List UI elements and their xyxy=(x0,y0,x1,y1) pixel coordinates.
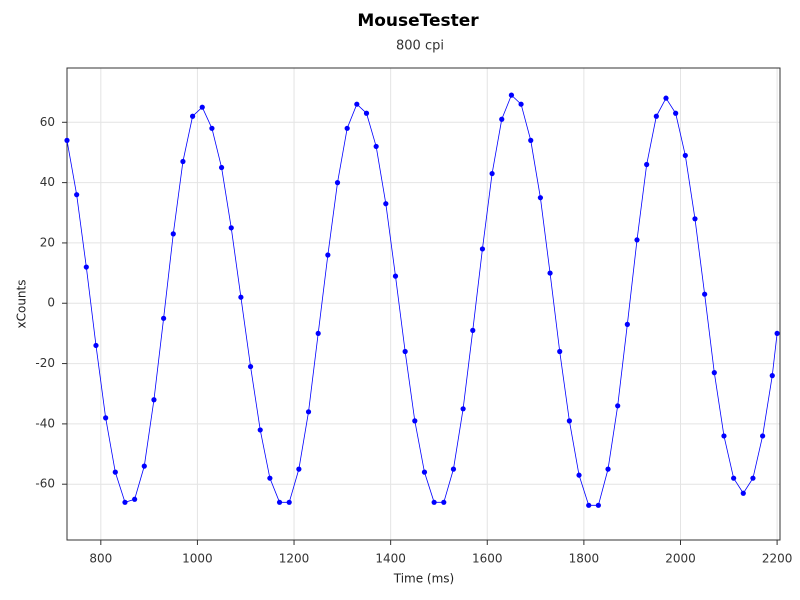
data-point xyxy=(615,403,621,409)
data-point xyxy=(141,463,147,469)
data-point xyxy=(276,499,283,505)
data-point xyxy=(83,264,89,270)
data-point xyxy=(576,472,582,478)
data-point xyxy=(682,152,688,159)
data-point xyxy=(644,161,650,168)
y-tick-label: 20 xyxy=(40,235,55,249)
data-point xyxy=(122,499,128,505)
data-point xyxy=(170,231,176,237)
data-point xyxy=(450,466,457,472)
data-point xyxy=(673,110,679,116)
data-point xyxy=(296,466,302,472)
x-tick-label: 1800 xyxy=(569,552,600,566)
data-point xyxy=(528,137,534,143)
x-tick-label: 2000 xyxy=(665,552,696,566)
data-point xyxy=(257,427,263,433)
data-point xyxy=(151,397,157,403)
y-axis-label: xCounts xyxy=(15,280,29,329)
x-tick-label: 1600 xyxy=(472,552,503,566)
data-point xyxy=(692,216,698,222)
data-point xyxy=(161,315,167,321)
data-point xyxy=(441,499,447,505)
data-point xyxy=(769,373,775,379)
x-tick-label: 1200 xyxy=(279,552,310,566)
data-point xyxy=(479,246,486,252)
data-point xyxy=(537,195,544,201)
data-point xyxy=(64,137,70,143)
data-point xyxy=(180,158,186,165)
data-point xyxy=(557,348,563,355)
data-point xyxy=(247,363,254,370)
data-point xyxy=(740,490,746,496)
data-point xyxy=(421,469,428,475)
y-tick-label: -40 xyxy=(35,416,55,430)
data-point xyxy=(750,475,756,481)
data-point xyxy=(373,143,379,150)
data-point xyxy=(383,201,389,207)
y-tick-label: 40 xyxy=(40,175,55,189)
x-tick-label: 800 xyxy=(89,552,112,566)
data-point xyxy=(731,475,737,481)
x-axis-label: Time (ms) xyxy=(393,572,455,586)
data-point xyxy=(325,252,331,258)
data-point xyxy=(711,370,717,376)
data-point xyxy=(392,273,399,279)
data-point xyxy=(228,225,234,231)
data-point xyxy=(363,110,370,116)
y-tick-label: -20 xyxy=(35,356,55,370)
data-point xyxy=(760,433,766,439)
data-point xyxy=(508,92,515,98)
x-tick-label: 1400 xyxy=(375,552,406,566)
data-point xyxy=(774,330,780,337)
data-point xyxy=(460,406,466,412)
data-point xyxy=(470,327,476,333)
data-point xyxy=(586,502,592,508)
data-point xyxy=(663,95,669,101)
data-point xyxy=(93,342,99,349)
y-tick-label: 60 xyxy=(40,115,55,129)
plot-frame xyxy=(66,67,781,541)
data-point xyxy=(354,101,360,107)
data-point xyxy=(721,433,727,439)
data-point xyxy=(286,499,292,505)
data-point xyxy=(566,418,572,424)
data-point xyxy=(653,113,659,119)
data-point xyxy=(518,101,524,107)
data-point xyxy=(489,170,495,177)
data-point xyxy=(218,164,225,171)
x-tick-label: 2200 xyxy=(762,552,793,566)
data-point xyxy=(238,294,244,300)
y-tick-label: -60 xyxy=(35,477,55,491)
chart-title: MouseTester xyxy=(357,11,479,31)
data-point xyxy=(634,237,640,243)
data-point xyxy=(112,469,118,475)
data-point xyxy=(595,502,601,508)
data-point xyxy=(267,475,273,481)
chart-subtitle: 800 cpi xyxy=(396,39,444,54)
data-point xyxy=(334,180,341,186)
data-point xyxy=(702,291,708,297)
data-point xyxy=(605,466,611,472)
data-point xyxy=(132,496,138,502)
data-point xyxy=(74,192,80,198)
data-point xyxy=(547,270,553,276)
data-point xyxy=(402,348,408,355)
data-point xyxy=(499,116,505,122)
y-tick-label: 0 xyxy=(47,296,55,310)
data-point xyxy=(344,125,350,131)
data-point xyxy=(431,499,437,505)
data-point xyxy=(412,418,418,424)
x-tick-label: 1000 xyxy=(182,552,213,566)
data-point xyxy=(199,104,205,110)
data-point xyxy=(189,113,196,119)
data-line xyxy=(66,94,778,506)
data-point xyxy=(209,125,215,131)
data-point xyxy=(305,409,312,415)
data-point xyxy=(315,330,321,337)
data-point xyxy=(103,415,109,421)
data-point xyxy=(624,321,630,327)
